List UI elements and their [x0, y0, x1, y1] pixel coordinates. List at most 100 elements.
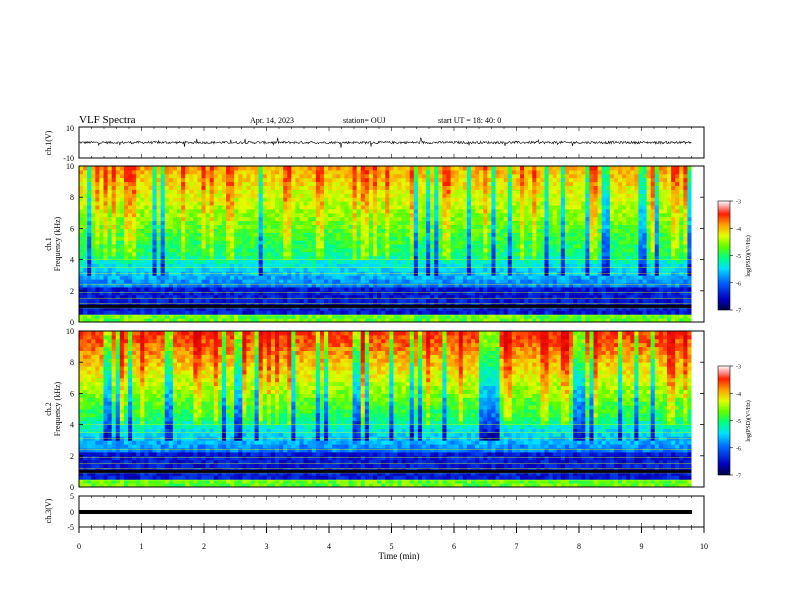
spec-cell: [446, 205, 452, 210]
spec-cell: [193, 244, 198, 249]
spec-cell: [454, 310, 460, 315]
spec-cell: [524, 216, 529, 222]
spec-cell: [136, 228, 141, 233]
spec-cell: [377, 193, 382, 198]
spec-cell: [503, 302, 509, 307]
spec-cell: [373, 294, 378, 300]
spec-cell: [132, 298, 137, 303]
spec-cell: [217, 205, 223, 210]
spec-cell: [552, 208, 558, 214]
spec-cell: [189, 181, 194, 186]
spec-cell: [487, 224, 492, 229]
spec-cell: [426, 279, 431, 284]
spec-cell: [458, 216, 464, 222]
spec-cell: [246, 310, 251, 315]
spec-cell: [99, 314, 104, 319]
spec-cell: [217, 263, 223, 268]
spec-cell: [258, 247, 264, 253]
spec-cell: [405, 185, 411, 190]
spec-cell: [495, 290, 501, 296]
spec-cell: [364, 185, 370, 190]
spec-cell: [373, 228, 378, 233]
spec-cell: [422, 294, 427, 300]
spec-cell: [544, 169, 550, 175]
spec-cell: [352, 283, 358, 288]
spec-cell: [230, 193, 235, 198]
spec-cell: [458, 318, 464, 323]
spec-cell: [332, 283, 337, 288]
spec-cell: [303, 177, 309, 183]
spec-cell: [515, 314, 521, 319]
spec-cell: [201, 185, 207, 190]
spec-cell: [540, 263, 545, 268]
spec-cell: [103, 244, 109, 249]
spec-cell: [205, 244, 211, 249]
spec-cell: [307, 228, 313, 233]
spec-cell: [479, 283, 484, 288]
spec-cell: [201, 286, 207, 292]
spec-cell: [181, 279, 186, 284]
spec-cell: [226, 275, 231, 280]
spec-cell: [385, 298, 390, 303]
spec-cell: [291, 201, 296, 206]
spec-cell: [507, 314, 513, 319]
spec-cell: [336, 181, 341, 186]
spec-cell: [528, 212, 533, 218]
spec-cell: [495, 201, 501, 206]
spec-cell: [226, 193, 231, 198]
spec-cell: [160, 302, 166, 307]
spec-cell: [560, 267, 566, 272]
spec-cell: [148, 302, 153, 307]
spec-cell: [368, 298, 374, 303]
spec-cell: [213, 294, 219, 300]
spec-cell: [348, 267, 354, 272]
spec-cell: [483, 294, 488, 300]
spec-cell: [295, 255, 300, 261]
spec-cell: [430, 224, 435, 229]
spec-cell: [246, 314, 251, 319]
spec-cell: [524, 224, 529, 229]
spec-cell: [201, 189, 207, 194]
spec-cell: [352, 318, 358, 323]
spec-cell: [234, 205, 239, 210]
spec-cell: [140, 267, 145, 272]
spec-cell: [499, 228, 505, 233]
spec-cell: [479, 306, 484, 311]
spec-cell: [299, 247, 305, 253]
spec-cell: [340, 232, 345, 237]
spec-cell: [172, 318, 178, 323]
spec-cell: [307, 267, 313, 272]
spec-cell: [569, 189, 574, 194]
spec-cell: [348, 298, 354, 303]
spec-cell: [377, 201, 382, 206]
spec-cell: [540, 294, 545, 300]
spec-cell: [344, 173, 349, 179]
spec-cell: [430, 255, 435, 261]
spec-cell: [250, 193, 256, 198]
spec-cell: [226, 263, 231, 268]
spec-cell: [319, 205, 325, 210]
spec-cell: [368, 255, 374, 261]
spec-cell: [528, 290, 533, 296]
spec-cell: [79, 302, 84, 307]
spec-cell: [368, 212, 374, 218]
spec-cell: [491, 185, 496, 190]
spec-cell: [164, 314, 170, 319]
spec-cell: [454, 314, 460, 319]
spec-cell: [201, 267, 207, 272]
spec-cell: [569, 212, 574, 218]
spec-cell: [507, 318, 513, 323]
spec-cell: [430, 314, 435, 319]
spec-cell: [160, 267, 166, 272]
spec-cell: [385, 236, 390, 241]
spec-cell: [140, 236, 145, 241]
spec-cell: [503, 314, 509, 319]
spec-cell: [409, 177, 415, 183]
spec-cell: [368, 306, 374, 311]
spec-cell: [381, 216, 386, 222]
spec-cell: [544, 173, 550, 179]
spec-cell: [475, 275, 480, 280]
spec-cell: [132, 283, 137, 288]
spec-cell: [364, 298, 370, 303]
spec-cell: [434, 283, 439, 288]
